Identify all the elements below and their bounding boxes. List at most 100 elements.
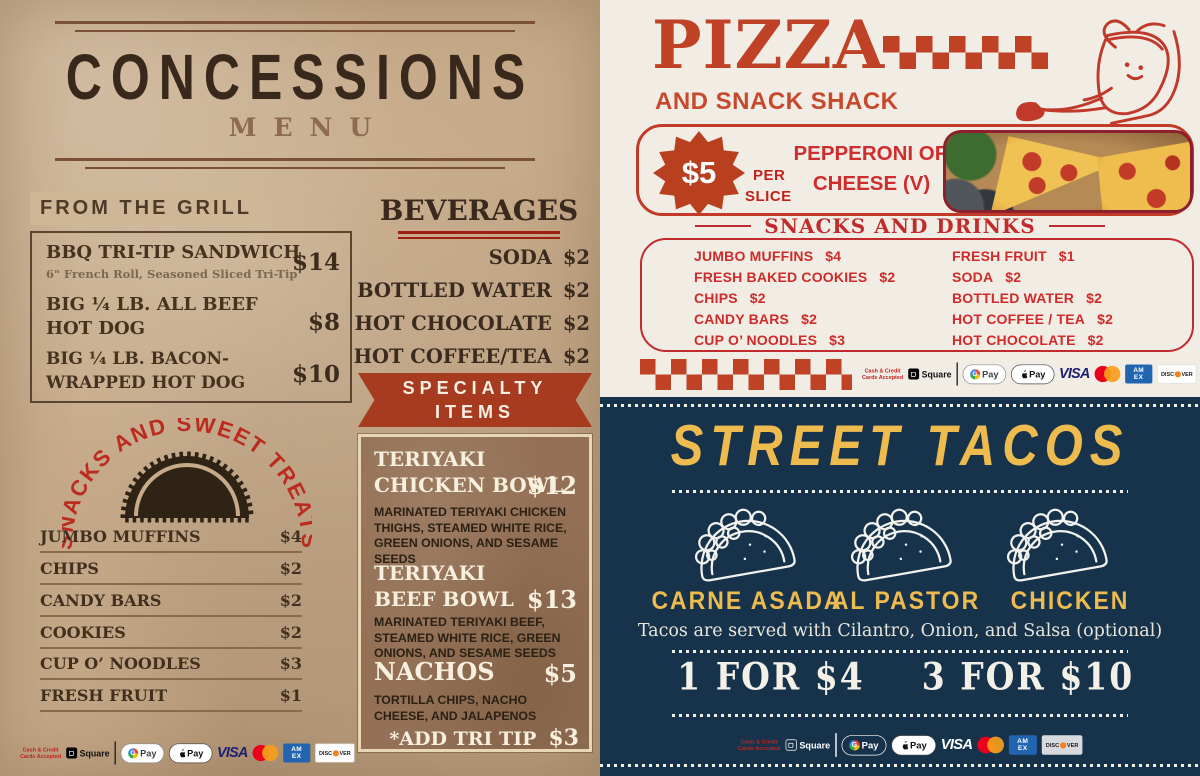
specialty-desc: TORTILLA CHIPS, NACHO CHEESE, AND JALAPE… xyxy=(374,693,537,723)
discover-logo: DISC VER xyxy=(1041,735,1083,755)
dotted-divider xyxy=(600,764,1200,767)
snack-item: CANDY BARS $2 xyxy=(694,311,818,327)
snack-item: BOTTLED WATER $2 xyxy=(952,290,1103,306)
discover-dot-icon xyxy=(1174,370,1181,378)
ribbon-line: ITEMS xyxy=(434,402,515,422)
discover-dot-icon xyxy=(1059,741,1067,749)
apple-pay-logo: Pay xyxy=(168,743,213,763)
divider xyxy=(956,362,958,386)
snack-price: $4 xyxy=(279,527,302,546)
starburst-badge: $5 xyxy=(653,131,745,215)
specialty-name: TERIYAKI xyxy=(374,447,486,471)
tacos-note: Tacos are served with Cilantro, Onion, a… xyxy=(637,621,1163,641)
offer-item-name: PEPPERONI OR CHEESE (V) xyxy=(793,142,950,195)
taco-icon xyxy=(838,497,962,587)
menu-item-price: $8 xyxy=(307,309,340,336)
apple-icon xyxy=(902,740,908,750)
deal-price: 3 FOR $10 xyxy=(921,654,1135,699)
beverage-name: HOT COFFEE/TEA xyxy=(353,345,552,368)
beverages-underline-2 xyxy=(398,237,560,239)
snack-price: $2 xyxy=(279,559,302,578)
snack-row: COOKIES $2 xyxy=(40,623,302,653)
street-tacos-panel: STREET TACOS CARNE ASADA AL PASTOR CHICK… xyxy=(600,397,1200,776)
square-logo: Square xyxy=(785,739,830,751)
beverages-header: BEVERAGES xyxy=(379,194,579,227)
checker-pattern xyxy=(883,36,1048,69)
snack-name: COOKIES xyxy=(40,623,126,642)
addon-row: *ADD TRI TIP $3 xyxy=(389,725,579,751)
snacks-arc-and-cookie-stamp-icon: SNACKS AND SWEET TREATS xyxy=(62,418,312,550)
google-g-icon: G xyxy=(969,368,981,380)
snack-row: CUP O’ NOODLES $3 xyxy=(40,654,302,684)
apple-icon xyxy=(1021,369,1028,378)
square-icon xyxy=(65,747,77,759)
menu-item-price: $10 xyxy=(291,361,340,388)
offer-price: $5 xyxy=(681,155,717,190)
snack-name: CUP O’ NOODLES xyxy=(40,654,201,673)
taco-name: CHICKEN xyxy=(1010,585,1130,615)
specialty-price: $5 xyxy=(543,659,577,688)
snack-divider xyxy=(40,583,302,585)
amex-logo: AM EX xyxy=(1008,735,1037,755)
ribbon-line: SPECIALTY xyxy=(402,377,548,398)
menu-item-price: $14 xyxy=(291,249,340,276)
slice-offer-banner: $5 PER SLICE PEPPERONI OR CHEESE (V) xyxy=(636,124,1194,216)
taco-icon xyxy=(682,497,806,587)
snack-item: JUMBO MUFFINS $4 xyxy=(694,248,842,264)
pizza-title: PIZZA xyxy=(652,6,886,84)
dotted-divider xyxy=(672,650,1128,653)
slice-label: SLICE xyxy=(745,188,792,205)
discover-logo: DISC VER xyxy=(1156,364,1197,384)
google-pay-logo: G Pay xyxy=(841,734,887,756)
pizza-panel: PIZZA AND SNACK SHACK $5 PER SLICE xyxy=(600,0,1200,397)
specialty-name: NACHOS xyxy=(374,657,495,686)
mastercard-icon xyxy=(1094,365,1121,383)
beverages-underline-1 xyxy=(398,231,560,234)
snack-name: FRESH FRUIT xyxy=(40,686,168,705)
deal-price: 1 FOR $4 xyxy=(677,654,865,699)
beverage-name: SODA xyxy=(488,246,552,269)
menu-item-name: BIG ¼ LB. BACON-WRAPPED HOT DOG xyxy=(46,349,246,393)
amex-logo: AM EX xyxy=(282,743,311,763)
apple-icon xyxy=(179,748,186,757)
snack-name: CANDY BARS xyxy=(40,591,162,610)
google-pay-logo: G Pay xyxy=(962,364,1006,384)
mastercard-icon xyxy=(252,744,279,762)
header-line xyxy=(695,225,752,227)
top-rule-2 xyxy=(75,30,515,32)
tacos-title: STREET TACOS xyxy=(670,414,1130,478)
title-rule-1 xyxy=(55,158,535,161)
snack-row: JUMBO MUFFINS $4 xyxy=(40,527,302,557)
apple-pay-logo: Pay xyxy=(891,734,936,756)
concessions-panel: CONCESSIONS MENU FROM THE GRILL BBQ TRI-… xyxy=(0,0,600,776)
beverage-price: $2 xyxy=(562,345,590,368)
google-g-icon: G xyxy=(127,747,139,759)
snacks-drinks-box: JUMBO MUFFINS $4 FRESH BAKED COOKIES $2 CH… xyxy=(640,238,1194,352)
addon-label: *ADD TRI TIP xyxy=(389,728,537,750)
beverage-row: HOT COFFEE/TEA $2 xyxy=(354,345,590,368)
menu-item-name: BIG ¼ LB. ALL BEEF HOT DOG xyxy=(46,294,258,339)
specialty-price: $13 xyxy=(526,585,577,614)
snack-divider xyxy=(40,710,302,712)
snack-item: SODA $2 xyxy=(952,269,1022,285)
snack-item: FRESH FRUIT $1 xyxy=(952,248,1075,264)
checker-pattern xyxy=(640,359,852,390)
visa-logo: VISA xyxy=(940,736,973,753)
snack-item: HOT COFFEE / TEA $2 xyxy=(952,311,1114,327)
beverage-name: BOTTLED WATER xyxy=(357,279,552,302)
visa-logo: VISA xyxy=(1058,365,1090,382)
top-rule-1 xyxy=(55,21,535,24)
snack-price: $1 xyxy=(279,686,302,705)
specialty-items-box: TERIYAKI CHICKEN BOWL $12 MARINATED TERI… xyxy=(358,434,592,752)
beverage-price: $2 xyxy=(562,246,590,269)
discover-dot-icon xyxy=(332,749,339,757)
cash-credit-note: Cash & Credit Cards Accepted xyxy=(20,746,62,760)
taco-name: CARNE ASADA xyxy=(651,585,843,615)
snack-divider xyxy=(40,615,302,617)
square-icon xyxy=(907,368,919,380)
taco-name: AL PASTOR xyxy=(831,585,981,615)
divider xyxy=(835,733,837,757)
divider xyxy=(114,741,116,765)
pizza-slice-image xyxy=(1097,139,1190,210)
